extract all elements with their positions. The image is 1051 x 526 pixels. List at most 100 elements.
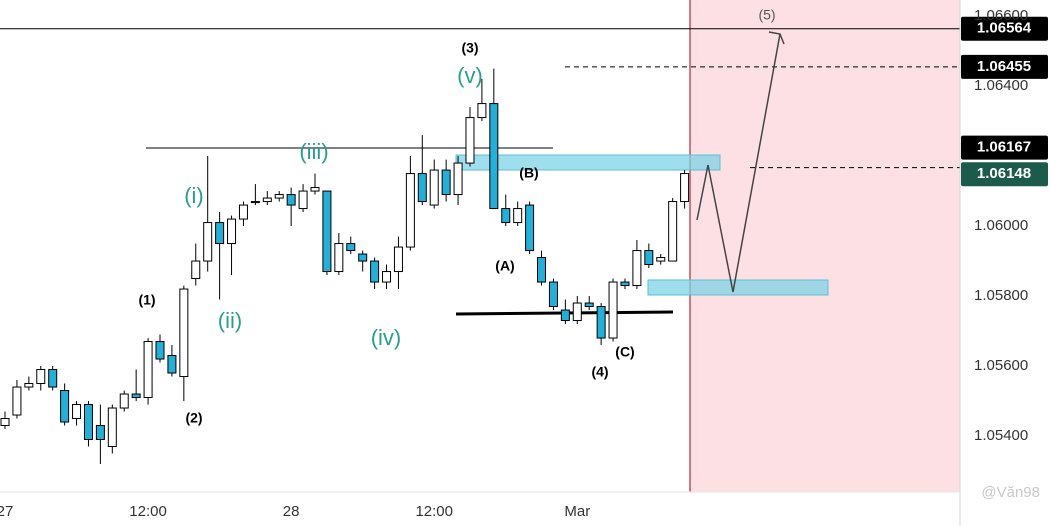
candle-body (393, 246, 403, 273)
candle-body (60, 390, 70, 423)
arrow-head (768, 31, 785, 45)
target-zone (690, 0, 960, 492)
price-tag-label: 1.06455 (977, 58, 1031, 75)
candle-body (131, 393, 141, 399)
last-price-tag (961, 162, 1048, 187)
y-tick-label: 1.06000 (974, 217, 1028, 234)
price-tag-label: 1.06564 (977, 20, 1032, 37)
candle-body (143, 341, 153, 399)
candle-body (346, 243, 356, 252)
wave-label: (1) (138, 292, 155, 308)
candle-body (167, 355, 177, 374)
candle-body (286, 194, 296, 206)
x-tick-label: Mar (564, 503, 590, 520)
candle-body (644, 250, 654, 266)
candle-body (358, 253, 368, 262)
candle-body (334, 243, 344, 273)
candle-body (656, 257, 666, 262)
candle-body (489, 103, 499, 210)
candle-body (572, 302, 582, 322)
candle-body (620, 281, 630, 287)
candle-body (608, 281, 618, 339)
candle-body (441, 169, 451, 196)
x-tick-label: 12:00 (129, 503, 167, 520)
candle-body (250, 201, 260, 204)
wave-label: (iv) (371, 325, 402, 350)
candle-body (668, 201, 678, 262)
wave-label: (4) (591, 364, 608, 380)
candle-body (298, 190, 308, 210)
candle-body (322, 190, 332, 273)
candles (0, 68, 690, 465)
wave-labels: (3) (v) (iii) (i) (ii) (iv) (1) (2) (A) (B) (C) (4)… (138, 7, 775, 426)
candle-body (548, 281, 558, 308)
wave-label: (2) (185, 410, 202, 426)
candle-body (12, 386, 22, 416)
candle-body (405, 173, 415, 248)
x-tick-label: 27 (0, 503, 13, 520)
y-tick-label: 1.05400 (974, 427, 1028, 444)
levels: 1.06564 1.06455 1.06167 1.06148 (0, 16, 1048, 187)
candle-body (584, 302, 594, 308)
wave-label: (3) (461, 40, 478, 56)
support-box (647, 279, 829, 296)
price-tag (961, 54, 1048, 79)
candle-body (537, 257, 547, 283)
candle-body (382, 271, 392, 283)
wave-label: (ii) (218, 308, 242, 333)
candle-body (72, 404, 82, 420)
x-tick-label: 28 (283, 503, 300, 520)
candle-body (525, 204, 535, 252)
x-tick-label: 12:00 (415, 503, 453, 520)
wave-label: (5) (758, 7, 775, 23)
wave-label: (v) (457, 63, 483, 88)
wave-label: (A) (495, 258, 514, 274)
candle-body (501, 208, 511, 224)
candle-body (477, 103, 487, 119)
candle-body (155, 341, 165, 360)
candle-body (429, 169, 439, 206)
y-tick-label: 1.06600 (974, 7, 1028, 24)
resistance-box (455, 154, 721, 171)
candle-body (513, 208, 523, 224)
candle-body (83, 404, 93, 441)
candle-body (0, 418, 10, 427)
wave-label: (iii) (299, 139, 328, 164)
candle-body (227, 218, 237, 245)
wave-label: (i) (184, 183, 204, 208)
y-tick-label: 1.05600 (974, 357, 1028, 374)
y-tick-label: 1.06400 (974, 77, 1028, 94)
candle-body (465, 117, 475, 164)
candle-body (238, 204, 248, 220)
candle-body (453, 162, 463, 196)
wave-label: (C) (615, 344, 634, 360)
watermark: @Văn98 (981, 484, 1040, 501)
wave-label: (B) (519, 165, 538, 181)
axes: 1.05400 1.05600 1.05800 1.06000 1.06400 1.066… (0, 7, 1028, 520)
candle-body (215, 222, 225, 245)
candle-body (632, 250, 642, 287)
candle-body (310, 187, 320, 192)
candle-body (48, 369, 58, 388)
candle-body (203, 222, 213, 262)
candle-body (119, 393, 129, 409)
candle-body (191, 260, 201, 280)
candle-body (262, 197, 272, 203)
candle-body (107, 407, 117, 448)
candle-body (95, 425, 105, 441)
candle-body (560, 309, 570, 322)
candle-body (274, 194, 284, 199)
price-tag (961, 135, 1048, 160)
last-price-label: 1.06148 (977, 165, 1031, 182)
candle-body (596, 306, 606, 339)
candle-body (179, 288, 189, 378)
candle-body (24, 383, 34, 388)
candle-body (417, 173, 427, 203)
candle-body (370, 260, 380, 283)
candle-body (680, 173, 690, 203)
price-tag-label: 1.06167 (977, 139, 1031, 156)
candle-body (36, 369, 46, 385)
y-tick-label: 1.05800 (974, 287, 1028, 304)
projection-path (696, 33, 781, 293)
